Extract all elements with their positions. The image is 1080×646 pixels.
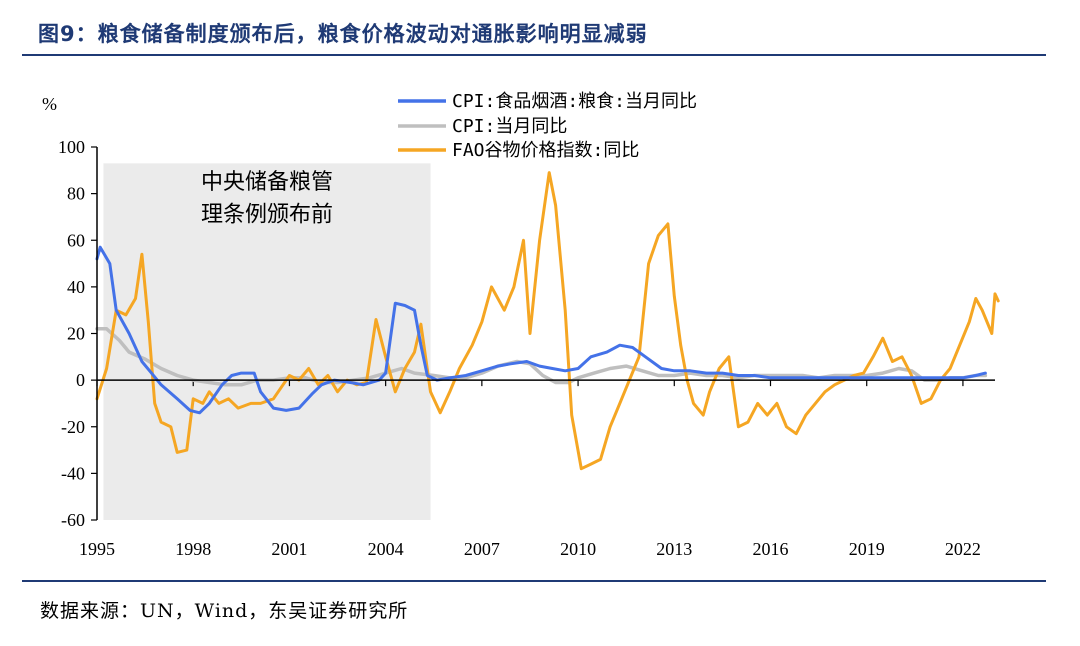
x-tick-label: 1998 [175, 539, 211, 559]
legend-label-fao: FAO谷物价格指数:同比 [452, 140, 639, 161]
y-tick-label: -60 [61, 510, 85, 530]
legend-label-cpi_grain: CPI:食品烟酒:粮食:当月同比 [452, 91, 697, 112]
x-tick-label: 2004 [368, 539, 404, 559]
x-axis-ticks: 1995 1998 2001 2004 2007 2010 2013 2016 2019 2022 [79, 380, 981, 559]
x-tick-label: 2013 [656, 539, 692, 559]
x-tick-label: 2019 [849, 539, 885, 559]
x-tick-label: 2007 [464, 539, 500, 559]
legend: CPI:食品烟酒:粮食:当月同比 CPI:当月同比 FAO谷物价格指数:同比 [398, 91, 697, 161]
x-tick-label: 2001 [271, 539, 307, 559]
series-line-cpi_grain [95, 245, 987, 415]
y-tick-label: 80 [67, 184, 85, 204]
shaded-region-label-line2: 理条例颁布前 [201, 203, 333, 228]
x-tick-label: 2022 [945, 539, 981, 559]
y-tick-label: 40 [67, 277, 85, 297]
legend-label-cpi: CPI:当月同比 [452, 116, 567, 137]
y-tick-label: 100 [58, 137, 85, 157]
series-lines [95, 171, 1000, 471]
y-axis-label: % [42, 94, 57, 114]
shaded-region-label-line1: 中央储备粮管 [201, 170, 333, 195]
x-tick-label: 2016 [753, 539, 789, 559]
figure-title: 图9：粮食储备制度颁布后，粮食价格波动对通胀影响明显减弱 [38, 22, 648, 46]
series-line-fao [95, 171, 1000, 471]
shaded-region [103, 163, 431, 520]
x-tick-label: 2010 [560, 539, 596, 559]
title-rule [22, 54, 1046, 56]
y-tick-label: 60 [67, 230, 85, 250]
x-tick-label: 1995 [79, 539, 115, 559]
data-source: 数据来源：UN，Wind，东吴证券研究所 [40, 600, 409, 622]
y-tick-label: -20 [61, 417, 85, 437]
footer-rule [22, 580, 1046, 582]
y-tick-label: -40 [61, 463, 85, 483]
y-tick-label: 0 [76, 370, 85, 390]
y-axis-ticks: 100 80 60 40 20 0 -20 -40 -60 [58, 137, 97, 530]
y-tick-label: 20 [67, 324, 85, 344]
